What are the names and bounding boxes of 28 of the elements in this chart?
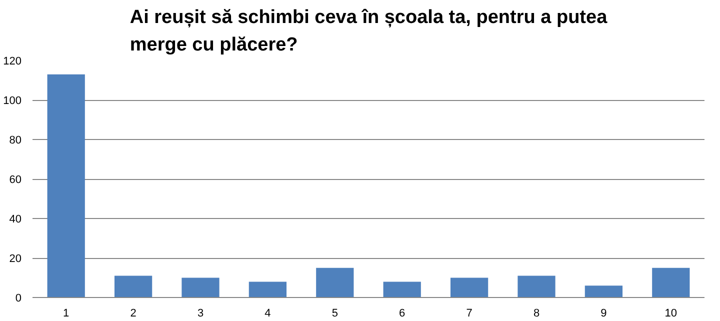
x-tick-label: 4 — [264, 308, 271, 320]
bar — [584, 286, 623, 298]
y-tick-label: 120 — [3, 56, 22, 68]
y-tick-label: 0 — [15, 292, 22, 304]
chart-title: Ai reușit să schimbi ceva în școala ta, pentru a putea merge cu plăcere? — [130, 7, 608, 56]
bar — [383, 282, 421, 298]
bar — [450, 278, 488, 298]
x-tick-label: 6 — [399, 308, 406, 320]
y-tick-label: 80 — [9, 134, 22, 146]
bar — [316, 268, 354, 298]
y-tick-label: 20 — [9, 253, 22, 265]
bar — [518, 276, 556, 298]
bar — [652, 268, 690, 298]
bar — [114, 276, 152, 298]
bar — [47, 74, 85, 298]
bar — [182, 278, 220, 298]
y-tick-label: 60 — [9, 174, 22, 186]
x-tick-label: 8 — [533, 308, 540, 320]
x-tick-label: 10 — [664, 308, 678, 320]
y-tick-label: 100 — [3, 95, 22, 107]
x-tick-label: 9 — [600, 308, 607, 320]
x-tick-label: 3 — [197, 308, 204, 320]
x-tick-label: 7 — [466, 308, 472, 320]
x-tick-label: 1 — [63, 308, 70, 320]
bar — [248, 282, 287, 298]
y-tick-label: 40 — [9, 214, 22, 226]
x-tick-label: 2 — [130, 308, 136, 320]
x-tick-label: 5 — [332, 308, 338, 320]
